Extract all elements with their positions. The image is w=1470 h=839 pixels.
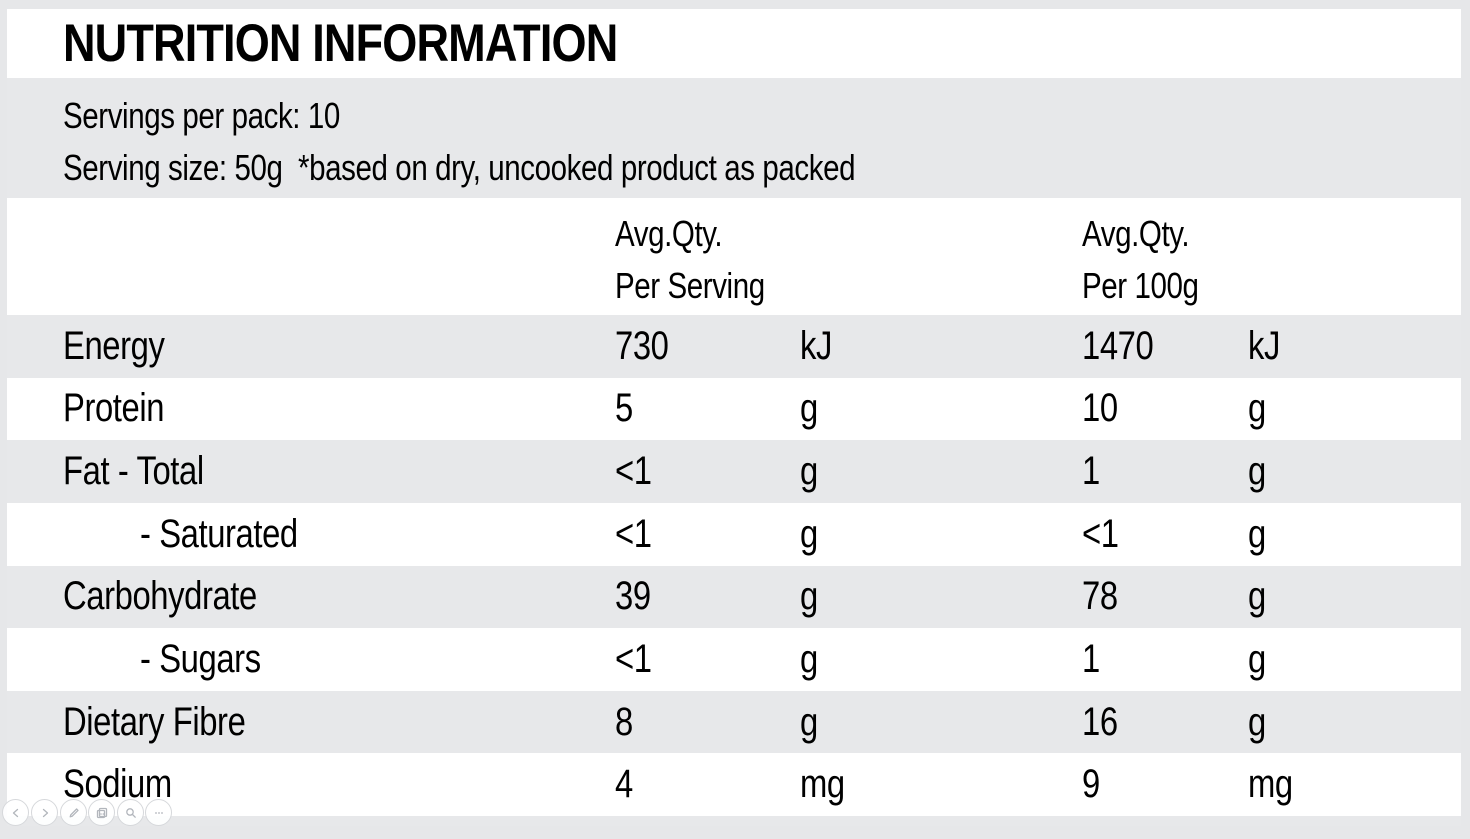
copy-icon (95, 806, 109, 820)
table-row-energy: Energy 730 kJ 1470 kJ (7, 315, 1461, 378)
per100-qty: 1 (1082, 636, 1100, 681)
avg-qty-serving-label: Avg.Qty. (615, 213, 723, 254)
serving-qty: 8 (615, 699, 633, 744)
per100-unit: g (1248, 574, 1266, 619)
nutrient-name: - Saturated (140, 511, 298, 556)
nutrient-name: Carbohydrate (63, 574, 257, 619)
serving-unit: g (800, 636, 818, 681)
nutrition-panel: NUTRITION INFORMATION Servings per pack:… (7, 9, 1461, 826)
magnifier-icon (124, 806, 138, 820)
zoom-button[interactable] (117, 799, 144, 826)
avg-qty-100g-label: Avg.Qty. (1082, 213, 1190, 254)
per100-unit: g (1248, 449, 1266, 494)
nutrition-table: Energy 730 kJ 1470 kJ Protein 5 g 10 g F… (7, 315, 1461, 816)
serving-size-text: Serving size: 50g *based on dry, uncooke… (63, 147, 856, 188)
serving-unit: g (800, 699, 818, 744)
serving-qty: 4 (615, 762, 633, 807)
serving-qty: <1 (615, 511, 652, 556)
per100-unit: mg (1248, 762, 1293, 807)
per100-unit: g (1248, 386, 1266, 431)
per100-unit: g (1248, 699, 1266, 744)
servings-per-pack-text: Servings per pack: 10 (63, 95, 340, 136)
nutrient-name: Fat - Total (63, 449, 204, 494)
serving-qty: 39 (615, 574, 651, 619)
nutrient-name: Dietary Fibre (63, 699, 246, 744)
per-100g-label: Per 100g (1082, 265, 1199, 306)
table-row-sodium: Sodium 4 mg 9 mg (7, 753, 1461, 816)
table-row-protein: Protein 5 g 10 g (7, 377, 1461, 441)
per100-qty: <1 (1082, 511, 1119, 556)
column-header-per-100g: Avg.Qty. Per 100g (1082, 208, 1461, 315)
serving-qty: <1 (615, 636, 652, 681)
column-headers: Avg.Qty. Per Serving Avg.Qty. Per 100g (7, 198, 1461, 315)
per-serving-label: Per Serving (615, 265, 765, 306)
table-row-fat-total: Fat - Total <1 g 1 g (7, 440, 1461, 503)
nutrient-name: Energy (63, 323, 165, 368)
per100-unit: kJ (1248, 323, 1280, 368)
column-header-per-serving: Avg.Qty. Per Serving (615, 208, 1082, 315)
ellipsis-icon (152, 806, 166, 820)
copy-button[interactable] (88, 799, 115, 826)
title-band: NUTRITION INFORMATION (7, 9, 1461, 78)
serving-info-band: Servings per pack: 10 Serving size: 50g … (7, 78, 1461, 198)
serving-unit: g (800, 386, 818, 431)
serving-unit: g (800, 449, 818, 494)
serving-unit: kJ (800, 323, 832, 368)
table-row-carbohydrate: Carbohydrate 39 g 78 g (7, 565, 1461, 629)
nutrient-name: - Sugars (140, 636, 261, 681)
nutrient-name: Protein (63, 386, 165, 431)
serving-qty: <1 (615, 449, 652, 494)
per100-qty: 1 (1082, 449, 1100, 494)
serving-qty: 5 (615, 386, 633, 431)
serving-unit: mg (800, 762, 845, 807)
previous-button[interactable] (2, 799, 29, 826)
chevron-left-icon (9, 806, 23, 820)
nutrient-name: Sodium (63, 762, 172, 807)
chevron-right-icon (38, 806, 52, 820)
pencil-icon (67, 806, 81, 820)
serving-qty: 730 (615, 323, 669, 368)
per100-unit: g (1248, 636, 1266, 681)
per100-unit: g (1248, 511, 1266, 556)
per100-qty: 9 (1082, 762, 1100, 807)
table-row-dietary-fibre: Dietary Fibre 8 g 16 g (7, 690, 1461, 754)
more-options-button[interactable] (145, 799, 172, 826)
bottom-strip (7, 816, 1461, 826)
next-button[interactable] (31, 799, 58, 826)
serving-unit: g (800, 511, 818, 556)
table-row-sugars: - Sugars <1 g 1 g (7, 628, 1461, 691)
per100-qty: 78 (1082, 574, 1118, 619)
serving-unit: g (800, 574, 818, 619)
per100-qty: 1470 (1082, 323, 1154, 368)
per100-qty: 16 (1082, 699, 1118, 744)
edit-button[interactable] (60, 799, 87, 826)
page-title: NUTRITION INFORMATION (63, 14, 618, 73)
table-row-saturated: - Saturated <1 g <1 g (7, 502, 1461, 566)
per100-qty: 10 (1082, 386, 1118, 431)
